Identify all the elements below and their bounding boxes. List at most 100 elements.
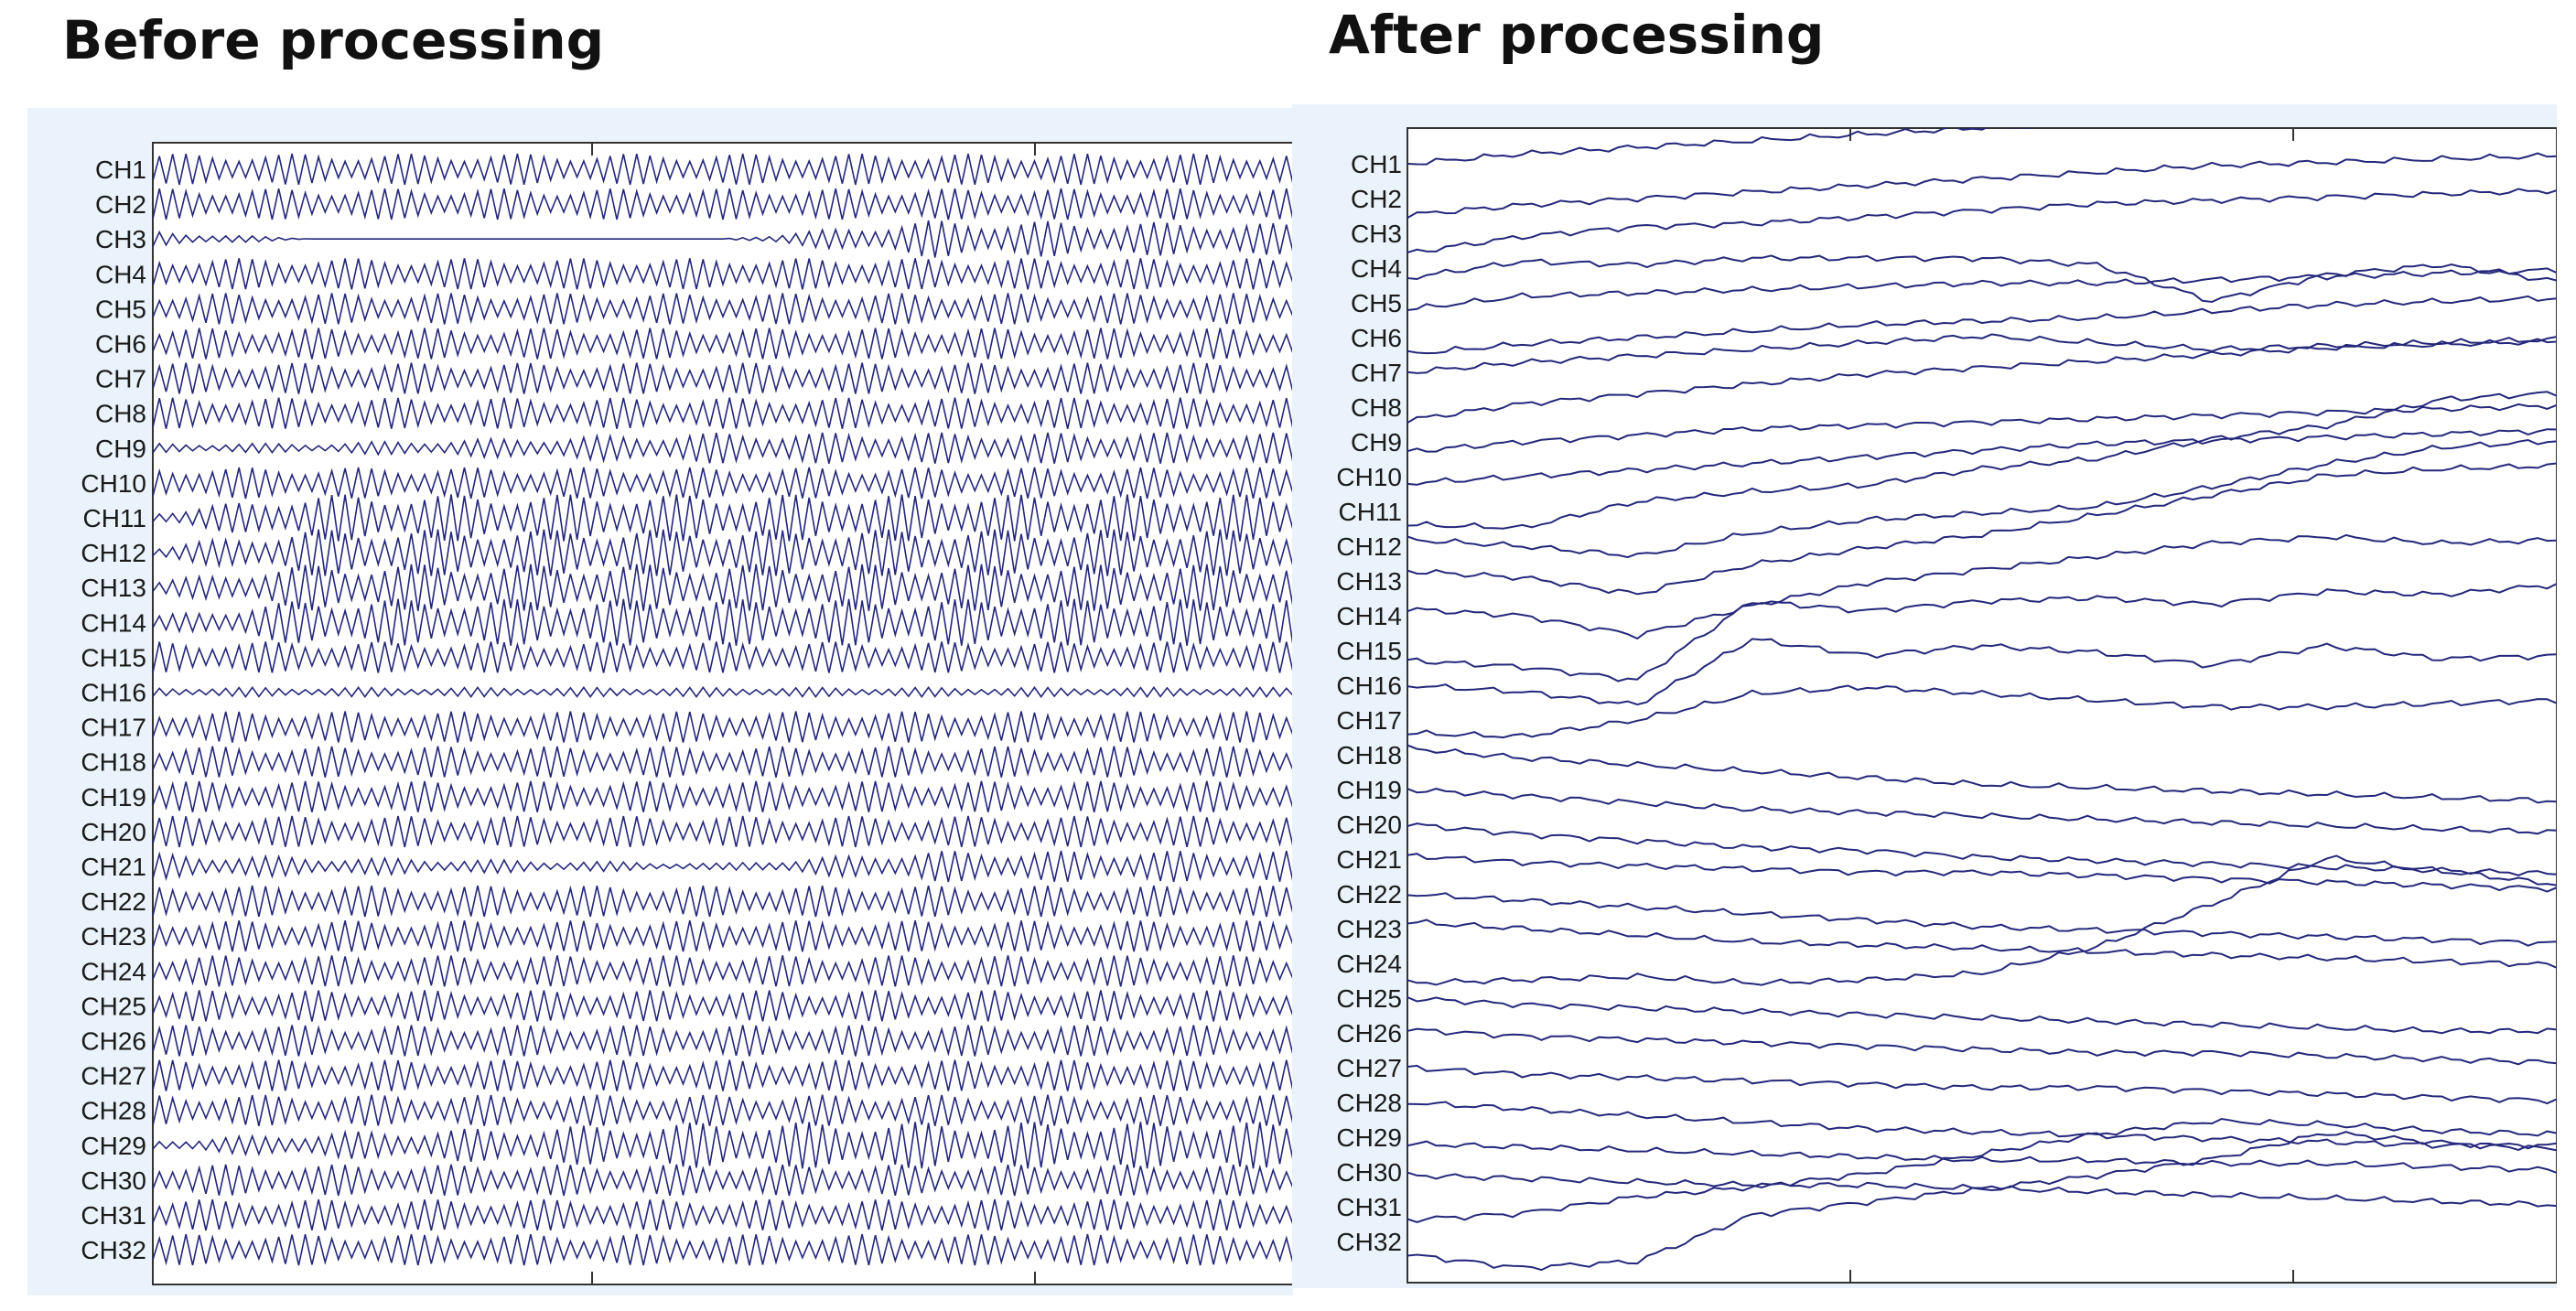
- channel-label: CH12: [81, 539, 146, 567]
- after-processing-chart: CH1 CH2 CH3 CH4 CH5 CH6 CH7 CH8 CH9 CH10 CH11 CH12 C…: [1336, 127, 2557, 1284]
- eeg-trace-ch23: [153, 919, 1293, 952]
- eeg-trace-ch29: [153, 1122, 1293, 1169]
- processed-trace-ch32: [1407, 1131, 2557, 1272]
- eeg-trace-ch5: [153, 293, 1293, 325]
- eeg-trace-ch27: [153, 1059, 1293, 1091]
- channel-label: CH8: [1351, 393, 1402, 422]
- channel-label: CH4: [1351, 254, 1402, 283]
- channel-label: CH13: [1336, 567, 1402, 596]
- channel-label: CH3: [1351, 220, 1402, 248]
- processed-trace-ch22: [1407, 892, 2557, 947]
- channel-label: CH14: [1336, 602, 1402, 630]
- channel-label: CH9: [1351, 428, 1402, 457]
- channel-label: CH14: [81, 608, 146, 637]
- processed-trace-ch25: [1407, 996, 2557, 1035]
- processed-trace-ch18: [1407, 744, 2557, 804]
- eeg-trace-ch21: [153, 850, 1293, 883]
- before-processing-chart: CH1 CH2 CH3 CH4 CH5 CH6 CH7 CH8 CH9 CH10 CH11 CH12 C…: [81, 142, 1293, 1285]
- processed-trace-ch5: [1407, 267, 2557, 311]
- eeg-trace-ch13: [153, 564, 1293, 611]
- eeg-trace-ch28: [153, 1094, 1293, 1126]
- processed-trace-ch10: [1407, 428, 2557, 486]
- eeg-trace-ch32: [153, 1233, 1293, 1266]
- processed-trace-ch3: [1407, 188, 2557, 253]
- channel-label: CH6: [1351, 324, 1402, 352]
- processed-trace-ch16: [1407, 638, 2557, 706]
- after-processing-panel: CH1 CH2 CH3 CH4 CH5 CH6 CH7 CH8 CH9 CH10 CH11 CH12 C…: [1292, 104, 2557, 1288]
- processed-trace-ch14: [1407, 533, 2557, 640]
- channel-label: CH27: [1336, 1054, 1402, 1082]
- channel-label: CH7: [95, 365, 146, 393]
- channel-label: CH21: [1336, 845, 1402, 874]
- channel-label: CH8: [95, 400, 146, 428]
- channel-label: CH30: [1336, 1158, 1402, 1187]
- eeg-trace-ch30: [153, 1164, 1293, 1197]
- channel-label: CH20: [81, 818, 146, 846]
- channel-label: CH19: [81, 783, 146, 811]
- eeg-trace-ch22: [153, 885, 1293, 918]
- eeg-trace-ch20: [153, 815, 1293, 848]
- channel-label: CH17: [1336, 706, 1402, 735]
- processed-trace-ch19: [1407, 788, 2557, 835]
- channel-label: CH20: [1336, 811, 1402, 839]
- processed-trace-ch28: [1407, 1101, 2557, 1150]
- channel-label: CH22: [1336, 880, 1402, 908]
- eeg-trace-ch12: [153, 529, 1293, 576]
- processed-trace-ch26: [1407, 1027, 2557, 1066]
- processed-trace-ch13: [1407, 462, 2557, 596]
- channel-label: CH2: [1351, 185, 1402, 213]
- channel-label: CH31: [81, 1201, 146, 1230]
- channel-label: CH29: [1336, 1123, 1402, 1152]
- eeg-trace-ch7: [153, 362, 1293, 394]
- channel-label: CH23: [81, 922, 146, 951]
- eeg-trace-ch8: [153, 397, 1293, 429]
- channel-label: CH4: [95, 260, 146, 288]
- channel-label: CH30: [81, 1166, 146, 1195]
- eeg-trace-ch1: [153, 153, 1293, 186]
- plot-area: [152, 142, 1293, 1285]
- channel-label: CH1: [95, 156, 146, 184]
- channel-label: CH27: [81, 1062, 146, 1091]
- channel-label: CH21: [81, 853, 146, 881]
- eeg-trace-ch3: [153, 220, 1293, 258]
- channel-label: CH11: [82, 504, 146, 532]
- channel-label: CH22: [81, 887, 146, 916]
- chart-title-after: After processing: [1329, 4, 1825, 66]
- eeg-trace-ch14: [153, 598, 1293, 646]
- channel-label: CH24: [1336, 950, 1402, 978]
- channel-label: CH32: [81, 1236, 146, 1264]
- eeg-trace-ch2: [153, 188, 1293, 220]
- eeg-trace-ch11: [153, 494, 1293, 542]
- processed-trace-ch31: [1407, 1117, 2557, 1224]
- channel-label: CH11: [1338, 498, 1402, 526]
- channel-label: CH2: [95, 190, 146, 219]
- plot-area: [1407, 127, 2557, 1284]
- processed-trace-ch15: [1407, 583, 2557, 682]
- eeg-trace-ch17: [153, 711, 1293, 743]
- processed-trace-ch23: [1407, 919, 2557, 969]
- channel-label: CH28: [81, 1097, 146, 1125]
- channel-label: CH1: [1351, 150, 1402, 178]
- processed-trace-ch11: [1407, 391, 2557, 530]
- channel-label: CH6: [95, 330, 146, 359]
- processed-trace-ch7: [1407, 333, 2557, 374]
- channel-label: CH3: [95, 225, 146, 253]
- processed-trace-ch6: [1407, 295, 2557, 355]
- processed-trace-ch9: [1407, 403, 2557, 453]
- processed-trace-ch27: [1407, 1064, 2557, 1105]
- processed-trace-ch4: [1407, 254, 2557, 304]
- channel-label: CH15: [1336, 637, 1402, 665]
- channel-label: CH5: [95, 295, 146, 323]
- channel-label: CH12: [1336, 532, 1402, 561]
- channel-label: CH23: [1336, 915, 1402, 943]
- eeg-trace-ch16: [153, 686, 1293, 698]
- processed-trace-ch1: [1407, 128, 2032, 166]
- channel-label: CH5: [1351, 289, 1402, 317]
- channel-label: CH19: [1336, 776, 1402, 804]
- channel-label: CH16: [1336, 672, 1402, 700]
- channel-label: CH26: [81, 1027, 146, 1056]
- eeg-trace-ch25: [153, 990, 1293, 1022]
- eeg-trace-ch6: [153, 328, 1293, 360]
- channel-label: CH31: [1336, 1193, 1402, 1221]
- processed-trace-ch12: [1407, 438, 2557, 559]
